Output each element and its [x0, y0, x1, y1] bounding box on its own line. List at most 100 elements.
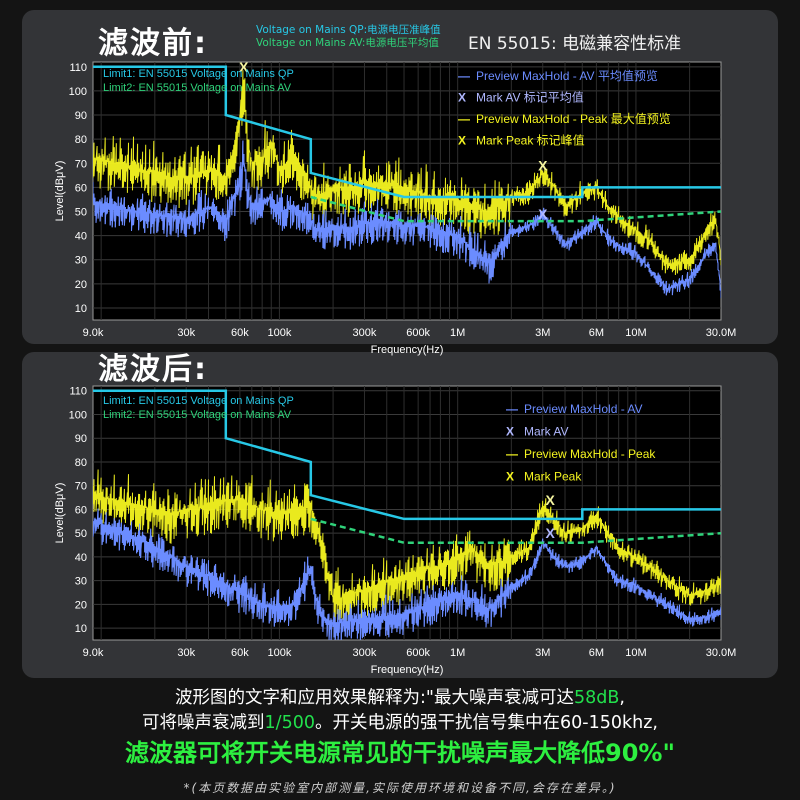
desc1-end: ,: [619, 688, 625, 708]
headline-claim: 滤波器可将开关电源常见的干扰噪声最大降低90%": [125, 739, 675, 767]
x-tick-label: 10M: [625, 327, 646, 339]
y-tick-label: 30: [75, 255, 87, 267]
x-tick-label: 600k: [406, 327, 430, 339]
y-axis-label: Level(dBμV): [54, 161, 66, 222]
x-tick-label: 100k: [267, 327, 291, 339]
y-tick-label: 40: [75, 552, 87, 564]
legend-symbol: —: [458, 112, 470, 126]
x-tick-label: 30.0M: [706, 647, 737, 659]
y-tick-label: 50: [75, 206, 87, 218]
footnote: *(本页数据由实验室内部测量,实际使用环境和设备不同,会存在差异。): [183, 781, 617, 795]
mark-av: X: [545, 525, 555, 541]
limit-av-line: [310, 517, 722, 544]
legend-symbol: —: [458, 69, 470, 83]
limit-qp-line: [93, 389, 721, 521]
series-av-trace-overlay: [93, 140, 721, 298]
limit1-label: Limit1: EN 55015 Voltage on Mains QP: [103, 68, 294, 80]
section-title-after: 滤波后:: [98, 352, 208, 387]
legend-symbol: X: [506, 425, 514, 439]
legend-symbol: X: [506, 470, 514, 484]
legend-label: Preview MaxHold - AV 平均值预览: [476, 68, 658, 83]
section-title-before: 滤波前:: [98, 26, 208, 61]
y-tick-label: 90: [75, 433, 87, 445]
desc2-highlight: 1/500: [264, 713, 315, 733]
y-tick-label: 100: [69, 409, 87, 421]
y-tick-label: 100: [69, 86, 87, 98]
x-tick-label: 60k: [231, 327, 249, 339]
x-tick-label: 30k: [177, 647, 195, 659]
legend-symbol: —: [506, 402, 518, 416]
legend-symbol: X: [458, 134, 466, 148]
legend-label: Mark AV: [524, 425, 568, 439]
legend-symbol: X: [458, 91, 466, 105]
note-av: Voltage on Mains AV:电源电压平均值: [256, 37, 439, 49]
legend-label: Mark AV 标记平均值: [476, 90, 584, 105]
series-peak-trace: [93, 70, 721, 276]
y-tick-label: 70: [75, 158, 87, 170]
y-tick-label: 110: [69, 62, 87, 74]
mark-peak2: X: [538, 158, 548, 174]
desc2-end: 。开关电源的强干扰信号集中在60-150khz,: [314, 713, 658, 733]
x-tick-label: 1M: [450, 327, 465, 339]
y-tick-label: 90: [75, 110, 87, 122]
x-tick-label: 10M: [625, 647, 646, 659]
desc2-text: 可将噪声衰减到: [142, 713, 265, 733]
y-tick-label: 80: [75, 134, 87, 146]
series-av-trace-overlay: [93, 508, 721, 640]
x-tick-label: 300k: [353, 647, 377, 659]
description-line-1: 波形图的文字和应用效果解释为:"最大噪声衰减可达58dB,: [0, 684, 800, 709]
description-line-2: 可将噪声衰减到1/500。开关电源的强干扰信号集中在60-150khz,: [0, 709, 800, 734]
x-tick-label: 6M: [589, 647, 604, 659]
x-axis-label: Frequency(Hz): [371, 344, 444, 356]
x-tick-label: 600k: [406, 647, 430, 659]
mark-av: X: [538, 206, 548, 222]
standard-title: EN 55015: 电磁兼容性标准: [468, 34, 682, 54]
legend-label: Preview MaxHold - Peak 最大值预览: [476, 111, 671, 126]
x-tick-label: 1M: [450, 647, 465, 659]
limit-av-line: [310, 195, 722, 223]
y-tick-label: 60: [75, 504, 87, 516]
legend-label: Mark Peak 标记峰值: [476, 133, 585, 148]
x-tick-label: 6M: [589, 327, 604, 339]
series-peak-trace: [93, 469, 721, 626]
limit2-label: Limit2: EN 55015 Voltage on Mains AV: [103, 82, 292, 94]
y-tick-label: 20: [75, 279, 87, 291]
x-axis-label: Frequency(Hz): [371, 664, 444, 676]
y-tick-label: 10: [75, 303, 87, 315]
legend-label: Preview MaxHold - AV: [524, 402, 642, 416]
y-tick-label: 20: [75, 599, 87, 611]
limit1-label: Limit1: EN 55015 Voltage on Mains QP: [103, 395, 294, 407]
x-tick-label: 9.0k: [83, 647, 104, 659]
y-tick-label: 40: [75, 231, 87, 243]
mark-peak: X: [239, 59, 249, 75]
desc1-highlight: 58dB: [573, 688, 620, 708]
limit-qp-line: [93, 65, 721, 199]
y-tick-label: 10: [75, 623, 87, 635]
y-tick-label: 110: [69, 386, 87, 398]
x-tick-label: 9.0k: [83, 327, 104, 339]
legend-symbol: —: [506, 447, 518, 461]
mark-peak: X: [545, 492, 555, 508]
limit-legend-note: Voltage on Mains QP:电源电压准峰值 Voltage on M…: [256, 24, 441, 50]
y-tick-label: 70: [75, 481, 87, 493]
legend-label: Mark Peak: [524, 470, 582, 484]
x-tick-label: 30k: [177, 327, 195, 339]
y-axis-label: Level(dBμV): [54, 483, 66, 544]
desc1-text: 波形图的文字和应用效果解释为:"最大噪声衰减可达: [175, 688, 574, 708]
x-tick-label: 300k: [353, 327, 377, 339]
limit2-label: Limit2: EN 55015 Voltage on Mains AV: [103, 409, 292, 421]
x-tick-label: 100k: [267, 647, 291, 659]
x-tick-label: 30.0M: [706, 327, 737, 339]
x-tick-label: 3M: [535, 327, 550, 339]
y-tick-label: 50: [75, 528, 87, 540]
y-tick-label: 60: [75, 182, 87, 194]
y-tick-label: 80: [75, 457, 87, 469]
x-tick-label: 60k: [231, 647, 249, 659]
note-qp: Voltage on Mains QP:电源电压准峰值: [256, 24, 441, 36]
x-tick-label: 3M: [535, 647, 550, 659]
legend-label: Preview MaxHold - Peak: [524, 447, 656, 461]
y-tick-label: 30: [75, 576, 87, 588]
